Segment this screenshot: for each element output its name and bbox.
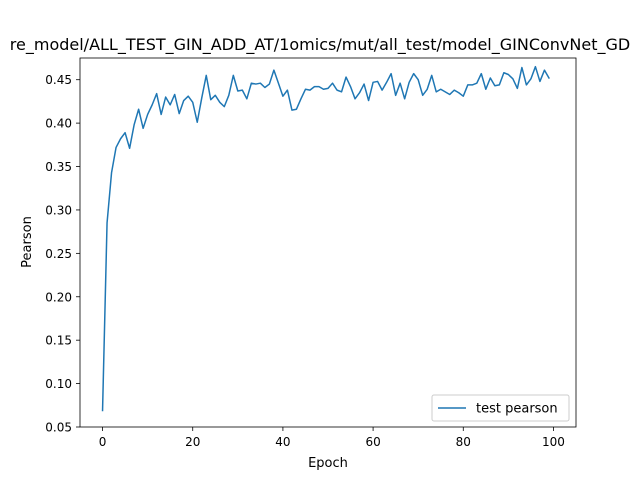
plot-area	[101, 65, 550, 412]
y-tick-label: 0.10	[45, 377, 72, 391]
y-tick-label: 0.25	[45, 247, 72, 261]
y-axis-ticks: 0.05 0.10 0.15 0.20 0.25 0.30 0.35 0.40 0.45	[45, 73, 80, 435]
x-tick-label: 80	[456, 435, 471, 449]
y-tick-label: 0.40	[45, 117, 72, 131]
x-axis-ticks: 0 20 40 60 80 100	[99, 427, 565, 449]
x-tick-label: 0	[99, 435, 107, 449]
legend-label-test-pearson: test pearson	[476, 402, 558, 417]
x-tick-label: 20	[185, 435, 200, 449]
series-line-test-pearson	[101, 65, 550, 412]
y-tick-label: 0.20	[45, 290, 72, 304]
y-axis-label: Pearson	[20, 216, 35, 268]
axes-frame	[79, 57, 577, 428]
legend: test pearson	[431, 394, 570, 422]
chart-title: re_model/ALL_TEST_GIN_ADD_AT/1omics/mut/…	[10, 35, 630, 55]
x-tick-label: 40	[275, 435, 290, 449]
y-tick-label: 0.15	[45, 334, 72, 348]
x-axis-label: Epoch	[308, 456, 348, 471]
y-tick-label: 0.35	[45, 160, 72, 174]
y-tick-label: 0.05	[45, 421, 72, 435]
legend-box	[431, 394, 570, 422]
y-tick-label: 0.30	[45, 203, 72, 217]
x-tick-label: 100	[542, 435, 565, 449]
x-tick-label: 60	[365, 435, 380, 449]
y-tick-label: 0.45	[45, 73, 72, 87]
